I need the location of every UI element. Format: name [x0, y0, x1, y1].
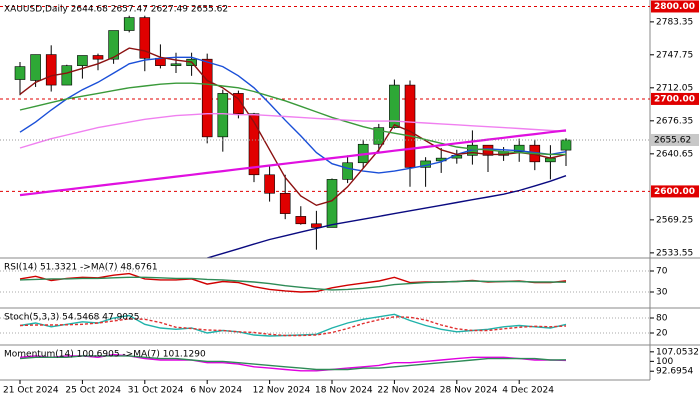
candle-body [170, 63, 182, 66]
level-label-box [651, 92, 699, 105]
candle-body [217, 93, 229, 138]
indicator-line [207, 175, 567, 258]
indicator-line [19, 353, 567, 372]
candle-body [560, 139, 572, 151]
candle-body [201, 58, 213, 138]
y-tick-label: 20 [656, 329, 668, 339]
x-tick-label: 22 Nov 2024 [377, 386, 435, 396]
y-tick-label: 92.6954 [656, 367, 693, 377]
candle-body [248, 113, 260, 176]
candle-body [513, 144, 525, 152]
x-tick-label: 18 Nov 2024 [315, 386, 373, 396]
candle-body [342, 162, 353, 180]
y-tick-label: 30 [656, 287, 668, 297]
indicator-line [19, 129, 567, 197]
candle-body [92, 55, 104, 60]
candle-body [404, 84, 416, 168]
candle-body [373, 127, 385, 145]
current-price-label: 2655.62 [654, 135, 691, 145]
y-tick-label: 107.0532 [656, 347, 699, 357]
candle-body [326, 179, 338, 228]
y-tick-label: 2712.05 [656, 83, 693, 93]
candle-body [77, 55, 88, 66]
candle-body [264, 174, 275, 194]
candle-body [61, 65, 73, 86]
y-tick-label: 2569.25 [656, 215, 693, 225]
panel-title: Stoch(5,3,3) 54.5468 47.9025 [4, 313, 139, 323]
y-tick-label: 2640.65 [656, 149, 693, 159]
y-tick-label: 2747.75 [656, 50, 693, 60]
panel [0, 5, 650, 258]
y-tick-label: 2533.55 [656, 248, 693, 258]
candle-body [108, 30, 119, 60]
panel [0, 270, 650, 293]
y-tick-label: 70 [656, 267, 668, 277]
level-label-box [651, 185, 699, 198]
panel-title: Momentum(14) 100.6905 ->MA(7) 101.1290 [4, 350, 206, 360]
y-tick-label: 80 [656, 314, 668, 324]
x-tick-label: 31 Oct 2024 [128, 386, 184, 396]
indicator-line [19, 355, 567, 371]
x-tick-label: 12 Nov 2024 [253, 386, 311, 396]
level-label-box [651, 0, 699, 13]
y-tick-label: 100 [656, 357, 673, 367]
panel [0, 313, 650, 337]
candle-body [45, 54, 57, 86]
x-tick-label: 25 Oct 2024 [65, 386, 121, 396]
x-tick-label: 4 Dec 2024 [502, 386, 554, 396]
candle-body [14, 66, 26, 80]
candle-body [139, 17, 151, 59]
indicator-line [19, 113, 567, 149]
current-price-box [651, 133, 699, 146]
candle-body [123, 17, 135, 31]
indicator-line [19, 316, 567, 337]
indicator-line [19, 47, 567, 207]
indicator-line [19, 276, 567, 291]
level-label: 2800.00 [654, 2, 695, 12]
x-tick-label: 21 Oct 2024 [3, 386, 59, 396]
candle-body [311, 223, 322, 228]
x-tick-label: 6 Nov 2024 [190, 386, 242, 396]
y-tick-label: 2676.35 [656, 116, 693, 126]
panel-title: RSI(14) 51.3321 ->MA(7) 48.6761 [4, 263, 158, 273]
indicator-line [19, 82, 566, 156]
panel-title: XAUUSD,Daily 2644.68 2657.47 2627.49 265… [4, 5, 228, 15]
y-tick-label: 2783.35 [656, 17, 693, 27]
x-tick-label: 28 Nov 2024 [440, 386, 498, 396]
candle-body [233, 93, 244, 115]
candle-body [295, 216, 307, 225]
level-label: 2600.00 [654, 187, 695, 197]
level-label: 2700.00 [654, 94, 695, 104]
candle-body [30, 54, 41, 81]
candle-body [389, 84, 400, 128]
panel [19, 353, 567, 372]
candle-body [279, 192, 291, 214]
